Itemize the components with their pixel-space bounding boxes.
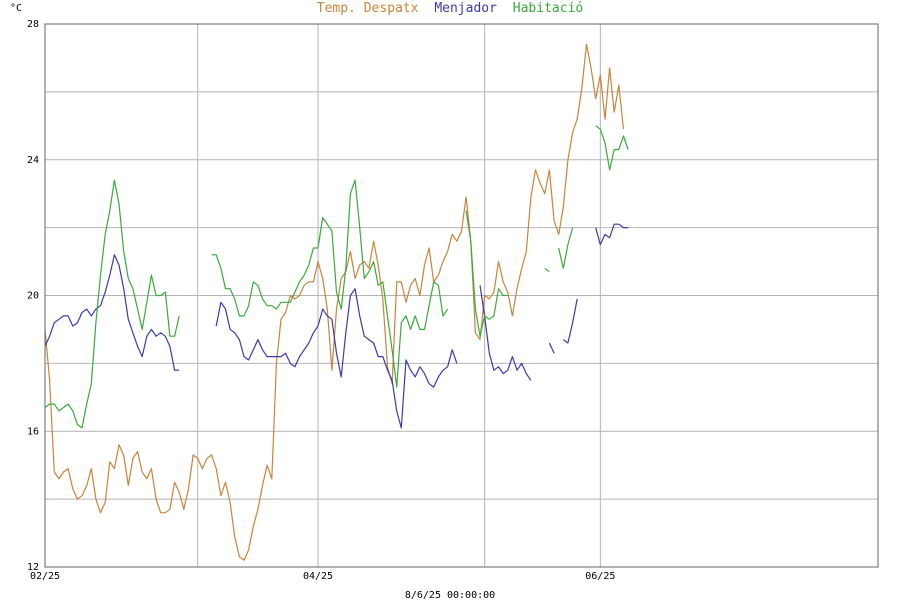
x-tick-label: 06/25 [585,571,615,582]
series-line-habitaci- [44,125,629,429]
x-axis-ticks: 02/25 04/25 06/25 [30,571,615,582]
y-axis-ticks: 12 16 20 24 28 [27,19,39,573]
y-tick-label: 24 [27,155,39,166]
unit-label: °C [10,3,22,14]
y-tick-label: 12 [27,562,39,573]
y-tick-label: 20 [27,291,39,302]
x-axis-label: 8/6/25 00:00:00 [405,590,495,600]
y-tick-label: 28 [27,19,39,30]
series-line-temp-despatx [44,43,625,561]
x-tick-label: 02/25 [30,571,60,582]
series-line-menjador [44,223,629,429]
legend: Temp. Despatx Menjador Habitació [317,1,583,16]
series-lines [44,43,629,561]
legend-item-temp-despatx: Temp. Despatx [317,1,419,16]
grid-lines [44,23,878,568]
legend-item-habitacio: Habitació [513,1,583,16]
plot-frame [44,23,879,568]
y-tick-label: 16 [27,426,39,437]
x-tick-label: 04/25 [303,571,333,582]
legend-item-menjador: Menjador [434,1,497,16]
